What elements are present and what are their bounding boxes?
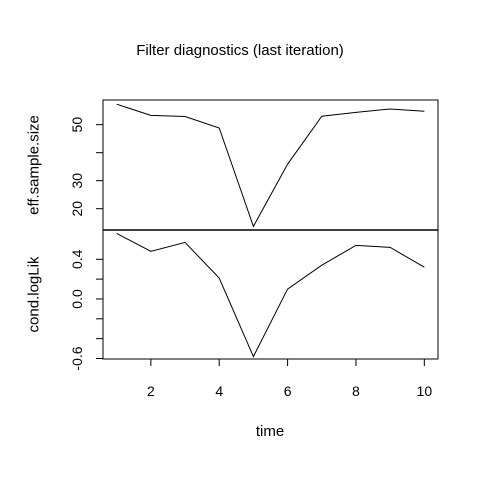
y-tick-label: 50 <box>69 117 85 133</box>
y-axis-label: eff.sample.size <box>26 115 43 215</box>
panel-frame <box>102 229 439 360</box>
x-tick-label: 10 <box>417 383 433 399</box>
x-tick-label: 4 <box>215 383 223 399</box>
x-axis: 2 4 6 8 10 <box>147 359 432 399</box>
y-axis-label: cond.logLik <box>26 256 43 332</box>
panel-eff-sample-size: 20 30 50 eff.sample.size <box>26 99 439 231</box>
x-tick-label: 2 <box>147 383 155 399</box>
y-tick-label: 0.4 <box>69 249 85 269</box>
y-tick-label: 0.0 <box>69 289 85 309</box>
series-line <box>116 233 425 358</box>
series-line <box>116 103 425 228</box>
x-axis-label: time <box>256 423 284 440</box>
x-tick-label: 8 <box>352 383 360 399</box>
panel-frame <box>102 99 439 231</box>
chart-title: Filter diagnostics (last iteration) <box>136 42 344 59</box>
y-tick-label: -0.6 <box>69 346 85 370</box>
y-tick-label: 30 <box>69 173 85 189</box>
y-tick-label: 20 <box>69 201 85 217</box>
panel-cond-loglik: -0.6 0.0 0.4 cond.logLik <box>26 229 439 371</box>
x-tick-label: 6 <box>284 383 292 399</box>
